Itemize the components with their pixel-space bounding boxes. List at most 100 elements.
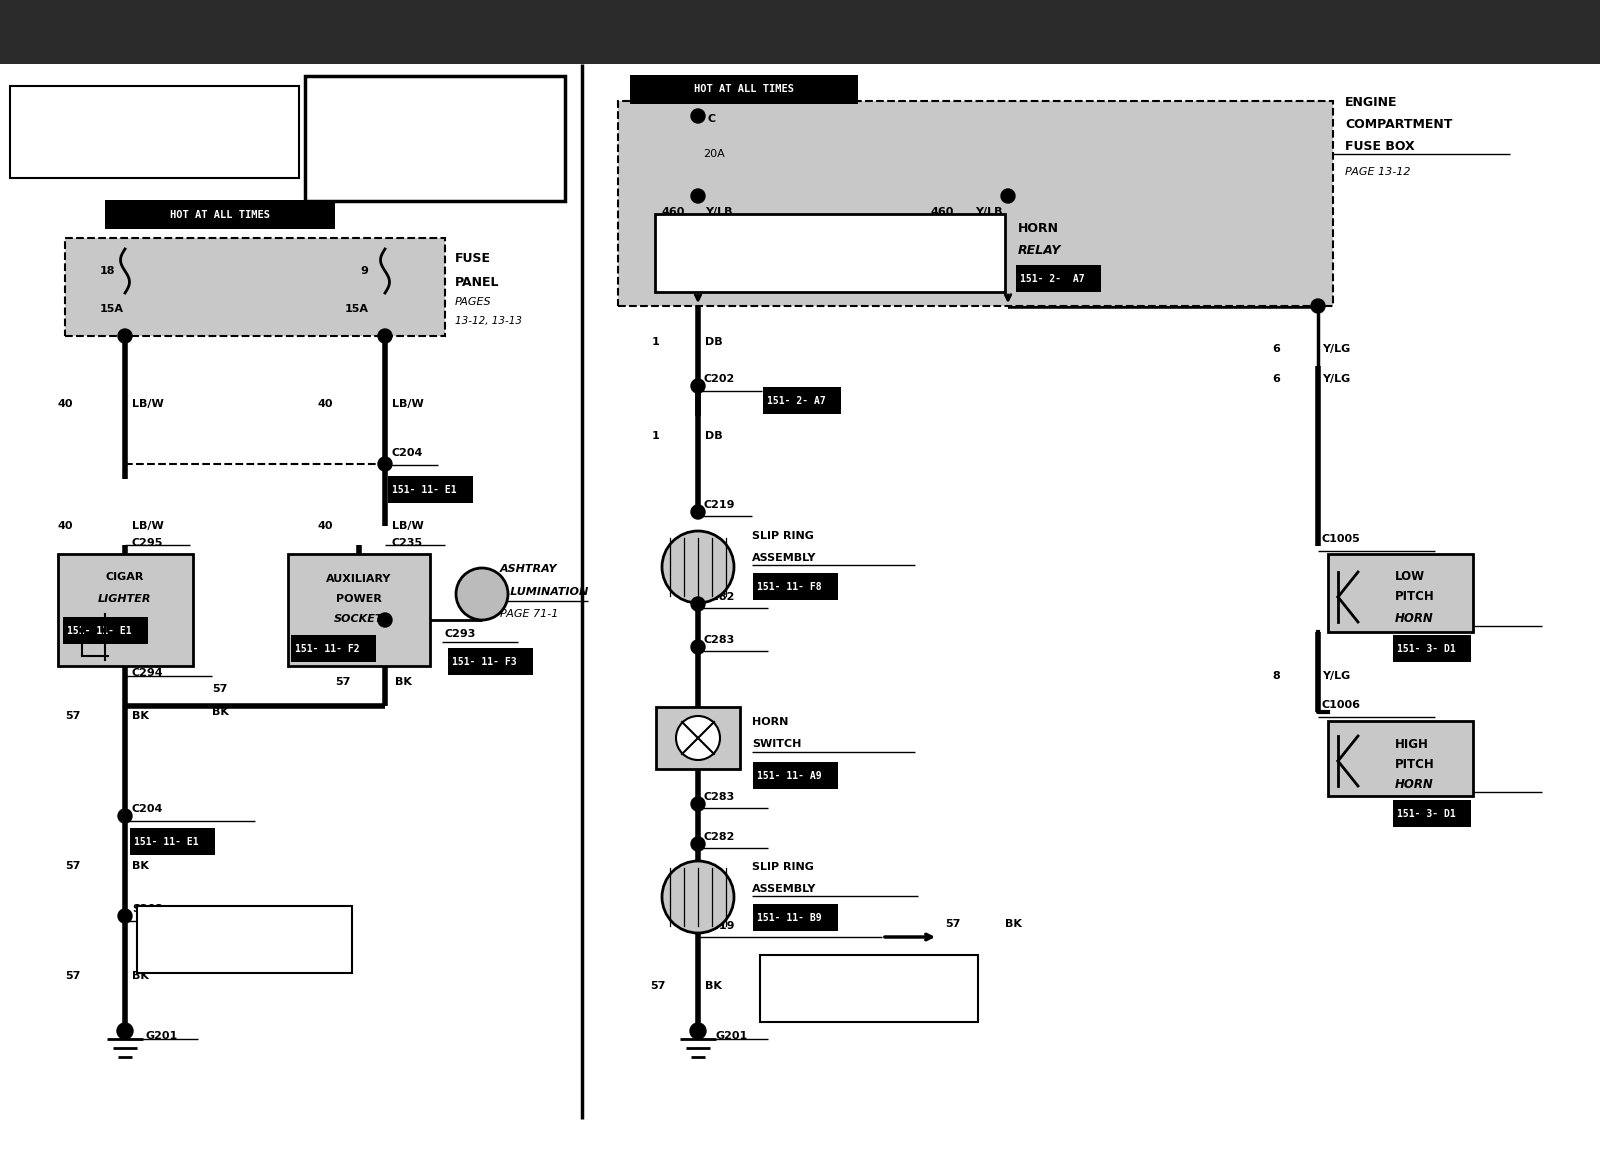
Text: Troubleshooting/Descriptions.: Troubleshooting/Descriptions. (22, 141, 210, 151)
FancyBboxPatch shape (138, 906, 352, 973)
Text: 57: 57 (334, 677, 350, 687)
Text: CONTROL: CONTROL (394, 142, 475, 156)
Text: FUSE: FUSE (454, 253, 491, 265)
Text: SEE GROUNDS: SEE GROUNDS (819, 970, 920, 982)
Circle shape (118, 809, 131, 823)
Text: 151- 11- A9: 151- 11- A9 (757, 771, 822, 781)
Circle shape (117, 1023, 133, 1039)
Text: C283: C283 (702, 636, 734, 645)
Text: COMPARTMENT: COMPARTMENT (1346, 118, 1453, 130)
Text: C282: C282 (702, 592, 734, 602)
Text: C1006: C1006 (1322, 700, 1362, 710)
Text: PAGE 71-1: PAGE 71-1 (499, 609, 558, 619)
Bar (754, 904, 838, 931)
Text: C282: C282 (702, 832, 734, 842)
Bar (1394, 636, 1470, 662)
Text: C1005: C1005 (1322, 534, 1360, 544)
Text: 57: 57 (946, 920, 960, 929)
Text: HORN: HORN (752, 717, 789, 728)
Bar (1394, 800, 1470, 826)
Bar (387, 476, 474, 503)
Text: Y/LG: Y/LG (1322, 374, 1350, 384)
Bar (754, 762, 838, 789)
Circle shape (675, 716, 720, 760)
Text: Refer to page 7-17 for: Refer to page 7-17 for (22, 106, 162, 116)
Text: 15A: 15A (346, 304, 370, 314)
Bar (106, 200, 334, 229)
Text: 57: 57 (650, 981, 666, 991)
Text: PANEL: PANEL (454, 276, 499, 289)
Text: SWITCH: SWITCH (752, 739, 802, 748)
Bar (1328, 721, 1474, 796)
Circle shape (378, 613, 392, 627)
Text: C: C (707, 114, 717, 125)
Circle shape (378, 457, 392, 471)
Text: C293: C293 (445, 629, 475, 639)
Text: HORN: HORN (1018, 222, 1059, 235)
Text: C202: C202 (702, 374, 734, 384)
Text: 57: 57 (66, 861, 80, 871)
Text: G201: G201 (146, 1031, 178, 1041)
Text: ILLUMINATION: ILLUMINATION (499, 587, 589, 597)
Text: LB/W: LB/W (131, 399, 163, 409)
Text: Y/LB: Y/LB (974, 207, 1003, 217)
Circle shape (691, 640, 706, 654)
Text: 40: 40 (58, 521, 74, 531)
Text: 57: 57 (66, 971, 80, 981)
Text: S202: S202 (131, 904, 163, 914)
Bar (618, 101, 1333, 306)
Text: 1: 1 (653, 338, 659, 347)
Text: ASSEMBLY: ASSEMBLY (752, 553, 816, 563)
Text: Y/LG: Y/LG (1322, 670, 1350, 681)
Text: LOW: LOW (1395, 570, 1426, 583)
Text: 151- 11- E1: 151- 11- E1 (392, 485, 456, 495)
Text: BK: BK (395, 677, 411, 687)
Text: 151- 11- F3: 151- 11- F3 (451, 656, 517, 667)
Circle shape (1310, 299, 1325, 313)
Bar (763, 386, 842, 414)
Text: BK: BK (131, 971, 149, 981)
Text: C294: C294 (131, 668, 163, 677)
Text: SEE GROUNDS: SEE GROUNDS (195, 920, 296, 932)
FancyBboxPatch shape (306, 76, 565, 201)
Text: ASSEMBLY: ASSEMBLY (752, 883, 816, 894)
Circle shape (691, 379, 706, 393)
Text: BK: BK (706, 981, 722, 991)
Text: 40: 40 (58, 399, 74, 409)
Text: 6: 6 (1272, 374, 1280, 384)
Text: 151- 11- B9: 151- 11- B9 (757, 913, 822, 923)
Text: 15A: 15A (99, 304, 125, 314)
Bar (630, 74, 858, 104)
Text: 18: 18 (99, 267, 115, 276)
Text: 13-12, 13-13: 13-12, 13-13 (454, 315, 522, 326)
Text: HORN: HORN (1395, 778, 1434, 790)
Bar (1016, 265, 1101, 292)
Text: 151- 11- F2: 151- 11- F2 (294, 644, 360, 654)
Bar (58, 554, 194, 666)
Text: SLIP RING: SLIP RING (752, 863, 814, 872)
Text: C233: C233 (342, 608, 373, 618)
Text: WITHOUT SPEED: WITHOUT SPEED (363, 101, 506, 116)
Text: HOT AT ALL TIMES: HOT AT ALL TIMES (170, 210, 270, 220)
Text: 57: 57 (66, 711, 80, 721)
Text: LIGHTER: LIGHTER (98, 594, 152, 604)
Text: G201: G201 (715, 1031, 747, 1041)
Text: 1: 1 (653, 431, 659, 441)
Text: 151- 3- D1: 151- 3- D1 (1397, 809, 1456, 819)
Text: DB: DB (706, 338, 723, 347)
Bar (130, 828, 214, 856)
Text: SOCKET: SOCKET (334, 613, 384, 624)
Text: LB/W: LB/W (392, 521, 424, 531)
Circle shape (691, 109, 706, 123)
Text: ENGINE: ENGINE (1346, 95, 1397, 108)
Circle shape (691, 797, 706, 811)
Circle shape (378, 329, 392, 343)
Bar (448, 648, 533, 675)
Bar (656, 707, 739, 769)
Circle shape (690, 1023, 706, 1039)
Circle shape (662, 531, 734, 603)
Text: BK: BK (1005, 920, 1022, 929)
Text: AUXILIARY: AUXILIARY (326, 574, 392, 584)
Text: PAGES: PAGES (454, 297, 491, 307)
Circle shape (118, 329, 131, 343)
